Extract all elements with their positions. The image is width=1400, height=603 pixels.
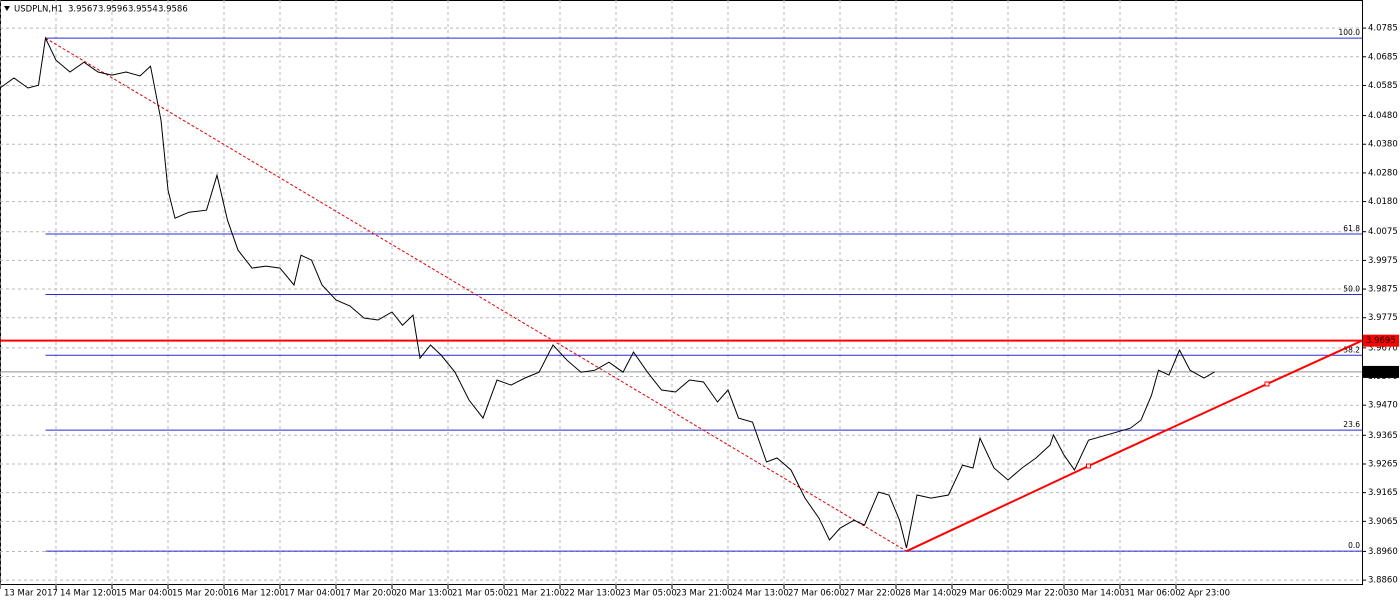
resistance-price-box xyxy=(1363,334,1399,347)
trendline-anchor xyxy=(1086,463,1092,469)
ohlc-high: 3.9596 xyxy=(98,5,128,15)
x-tick-label: 23 Mar 05:00 xyxy=(620,589,677,599)
x-tick-label: 29 Mar 22:00 xyxy=(1012,589,1069,599)
fib-label: 50.0 xyxy=(1343,285,1360,294)
marks: 100.0 61.8 50.0 38.2 23.6 0.0 xyxy=(0,28,1363,553)
x-tick-label: 21 Mar 21:00 xyxy=(508,589,565,599)
x-tick-label: 21 Mar 05:00 xyxy=(452,589,509,599)
last-price-box xyxy=(1363,365,1399,378)
x-tick-label: 15 Mar 04:00 xyxy=(116,589,173,599)
x-tick-label: 24 Mar 13:00 xyxy=(732,589,789,599)
y-tick-label: 3.9165 xyxy=(1368,488,1398,498)
x-tick-label: 15 Mar 20:00 xyxy=(172,589,229,599)
y-tick-label: 3.9670 xyxy=(1368,343,1398,353)
ohlc-low: 3.9554 xyxy=(128,5,158,15)
fib-label: 0.0 xyxy=(1348,541,1360,550)
x-tick-label: 20 Mar 13:00 xyxy=(396,589,453,599)
y-tick-label: 3.9265 xyxy=(1368,459,1398,469)
y-tick-label: 3.8960 xyxy=(1368,547,1398,557)
x-tick-label: 28 Mar 14:00 xyxy=(900,589,957,599)
y-tick-label: 3.9365 xyxy=(1368,431,1398,441)
x-tick-label: 13 Mar 2017 xyxy=(4,589,58,599)
ohlc-open: 3.9567 xyxy=(68,5,98,15)
fib-diagonal xyxy=(45,37,907,552)
y-tick-label: 4.0180 xyxy=(1368,197,1398,207)
symbol: USDPLN,H1 xyxy=(14,5,63,15)
y-tick-label: 3.9975 xyxy=(1368,256,1398,266)
x-tick-label: 17 Mar 20:00 xyxy=(340,589,397,599)
x-tick-label: 29 Mar 06:00 xyxy=(956,589,1013,599)
y-tick-label: 4.0075 xyxy=(1368,227,1398,237)
x-tick-label: 16 Mar 12:00 xyxy=(228,589,285,599)
x-tick-label: 14 Mar 12:00 xyxy=(60,589,117,599)
y-tick-label: 4.0785 xyxy=(1368,24,1398,34)
y-tick-label: 3.9875 xyxy=(1368,285,1398,295)
x-tick-label: 2 Apr 23:00 xyxy=(1180,589,1230,599)
last-price-label: 3.9586 xyxy=(1366,367,1396,377)
trendline-anchor xyxy=(1264,381,1270,387)
x-tick-label: 27 Mar 22:00 xyxy=(844,589,901,599)
y-tick-label: 4.0380 xyxy=(1368,140,1398,150)
fib-label: 23.6 xyxy=(1343,420,1360,429)
y-tick-label: 3.8860 xyxy=(1368,576,1398,586)
y-tick-label: 3.9065 xyxy=(1368,517,1398,527)
y-tick-label: 3.9470 xyxy=(1368,401,1398,411)
fib-label: 100.0 xyxy=(1339,28,1361,37)
y-tick-label: 3.9775 xyxy=(1368,313,1398,323)
price-line xyxy=(0,36,1215,549)
trendline xyxy=(906,339,1363,553)
x-tick-label: 31 Mar 06:00 xyxy=(1124,589,1181,599)
x-tick-label: 23 Mar 21:00 xyxy=(676,589,733,599)
y-tick-label: 4.0480 xyxy=(1368,111,1398,121)
y-tick-label: 4.0585 xyxy=(1368,81,1398,91)
x-tick-label: 17 Mar 04:00 xyxy=(284,589,341,599)
x-tick-label: 30 Mar 14:00 xyxy=(1068,589,1125,599)
plot-frame xyxy=(0,0,1363,585)
x-tick-label: 22 Mar 13:00 xyxy=(564,589,621,599)
y-tick-label: 4.0280 xyxy=(1368,168,1398,178)
fib-label: 61.8 xyxy=(1343,224,1360,233)
ohlc-close: 3.9586 xyxy=(158,5,188,15)
x-tick-label: 27 Mar 06:00 xyxy=(788,589,845,599)
resistance-price-label: 3.9695 xyxy=(1366,336,1396,346)
fib-label: 38.2 xyxy=(1343,345,1360,354)
y-tick-label: 4.0685 xyxy=(1368,52,1398,62)
header-icon xyxy=(4,6,10,11)
